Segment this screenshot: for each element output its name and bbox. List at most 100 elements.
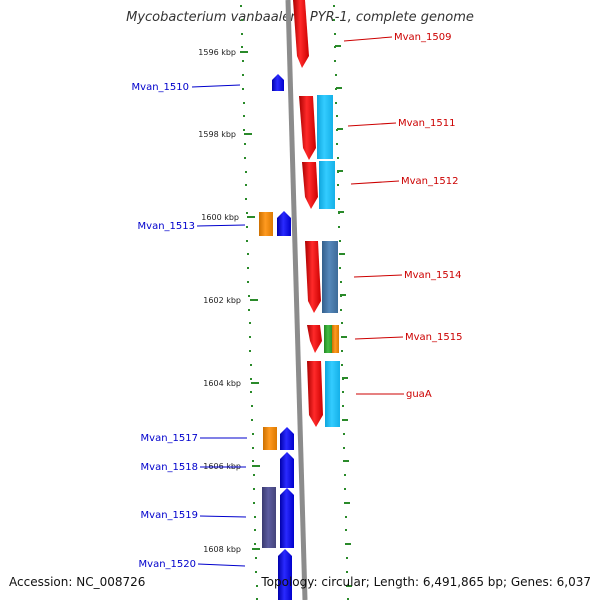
- gene-mvan-1518[interactable]: [280, 452, 294, 488]
- tick-dot: [243, 115, 245, 117]
- cog-block-mvan-1519[interactable]: [262, 487, 276, 548]
- tick-dot: [342, 377, 348, 379]
- tick-dot: [334, 60, 336, 62]
- leader-line: [347, 122, 397, 127]
- gene-label-mvan-1518[interactable]: Mvan_1518: [141, 462, 198, 473]
- gene-label-mvan-1510[interactable]: Mvan_1510: [132, 82, 189, 93]
- gene-label-mvan-1514[interactable]: Mvan_1514: [404, 270, 461, 281]
- cog-block-mvan-1513[interactable]: [259, 212, 273, 236]
- tick-dot: [340, 309, 342, 311]
- ruler-tick-label: 1600 kbp: [201, 213, 239, 222]
- tick-dot: [333, 5, 335, 7]
- gene-mvan-1509[interactable]: [293, 0, 309, 68]
- leader-line: [343, 36, 393, 42]
- leader-line: [350, 180, 400, 185]
- cog-block-mvan-1514[interactable]: [322, 241, 338, 313]
- tick-dot: [253, 488, 255, 490]
- tick-dot: [252, 433, 254, 435]
- tick-dot: [252, 447, 254, 449]
- ruler-tick-label: 1604 kbp: [203, 379, 241, 388]
- tick-dot: [253, 474, 255, 476]
- tick-dot: [335, 45, 341, 47]
- tick-dot: [248, 295, 250, 297]
- tick-dot: [346, 585, 352, 587]
- tick-dot: [246, 212, 248, 214]
- gene-label-mvan-1517[interactable]: Mvan_1517: [141, 433, 198, 444]
- cog-block-mvan-1515-green[interactable]: [324, 325, 332, 353]
- tick-dot: [250, 378, 252, 380]
- gene-guaa[interactable]: [307, 361, 323, 427]
- tick-dot: [344, 488, 346, 490]
- gene-mvan-1510[interactable]: [272, 74, 284, 91]
- tick-dot: [335, 74, 337, 76]
- tick-dot: [336, 143, 338, 145]
- ruler: 1596 kbp 1598 kbp 1600 kbp 1602 kbp 1604…: [198, 48, 260, 554]
- gene-label-mvan-1512[interactable]: Mvan_1512: [401, 176, 458, 187]
- tick-dot: [338, 211, 344, 213]
- ruler-tick-label: 1598 kbp: [198, 130, 236, 139]
- tick-dot: [247, 267, 249, 269]
- leader-line: [191, 84, 241, 88]
- genome-backbone: [285, 0, 308, 600]
- tick-dot: [335, 102, 337, 104]
- tick-dot: [241, 33, 243, 35]
- cog-block-mvan-1517[interactable]: [263, 427, 277, 450]
- tick-dot: [337, 128, 343, 130]
- tick-dot: [342, 419, 348, 421]
- gc-tick-marks: [240, 5, 352, 600]
- tick-dot: [337, 170, 343, 172]
- tick-dot: [249, 350, 251, 352]
- tick-dot: [341, 364, 343, 366]
- cog-track-left: [259, 212, 277, 548]
- gene-mvan-1514[interactable]: [305, 241, 321, 313]
- tick-dot: [244, 143, 246, 145]
- cog-block-mvan-1511[interactable]: [317, 95, 333, 159]
- gene-mvan-1512[interactable]: [302, 162, 318, 209]
- gene-label-mvan-1520[interactable]: Mvan_1520: [139, 559, 196, 570]
- tick-dot: [243, 129, 245, 131]
- tick-dot: [346, 571, 348, 573]
- tick-dot: [241, 46, 243, 48]
- tick-dot: [243, 102, 245, 104]
- tick-dot: [244, 157, 246, 159]
- tick-dot: [345, 516, 347, 518]
- cog-block-mvan-1512[interactable]: [319, 161, 335, 209]
- tick-dot: [340, 294, 346, 296]
- tick-dot: [341, 336, 347, 338]
- tick-dot: [254, 543, 256, 545]
- tick-dot: [250, 364, 252, 366]
- gene-mvan-1519[interactable]: [280, 488, 294, 548]
- gene-mvan-1517[interactable]: [280, 427, 294, 450]
- genome-info-text: Topology: circular; Length: 6,491,865 bp…: [261, 575, 591, 589]
- gene-mvan-1515[interactable]: [307, 325, 322, 353]
- gene-mvan-1520[interactable]: [278, 549, 292, 600]
- tick-dot: [247, 253, 249, 255]
- tick-dot: [339, 267, 341, 269]
- tick-dot: [242, 60, 244, 62]
- gene-mvan-1513[interactable]: [277, 211, 291, 236]
- gene-label-mvan-1515[interactable]: Mvan_1515: [405, 332, 462, 343]
- reverse-strand-genes: [272, 74, 294, 600]
- tick-dot: [342, 405, 344, 407]
- gene-label-mvan-1519[interactable]: Mvan_1519: [141, 510, 198, 521]
- gene-labels: Mvan_1510 Mvan_1513 Mvan_1517 Mvan_1518 …: [132, 32, 463, 570]
- tick-dot: [336, 115, 338, 117]
- gene-label-mvan-1509[interactable]: Mvan_1509: [394, 32, 451, 43]
- tick-dot: [345, 529, 347, 531]
- tick-dot: [343, 433, 345, 435]
- gene-label-mvan-1513[interactable]: Mvan_1513: [138, 221, 195, 232]
- tick-dot: [340, 281, 342, 283]
- gene-label-mvan-1511[interactable]: Mvan_1511: [398, 118, 455, 129]
- tick-dot: [249, 322, 251, 324]
- tick-dot: [344, 474, 346, 476]
- tick-dot: [245, 198, 247, 200]
- gene-label-guaa[interactable]: guaA: [406, 389, 432, 400]
- gene-mvan-1511[interactable]: [299, 96, 316, 160]
- cog-block-guaa[interactable]: [325, 361, 340, 427]
- ruler-tick-label: 1608 kbp: [203, 545, 241, 554]
- leader-line: [197, 563, 246, 567]
- forward-strand-genes: [293, 0, 323, 427]
- cog-block-mvan-1515-orange[interactable]: [332, 325, 339, 353]
- tick-dot: [253, 502, 255, 504]
